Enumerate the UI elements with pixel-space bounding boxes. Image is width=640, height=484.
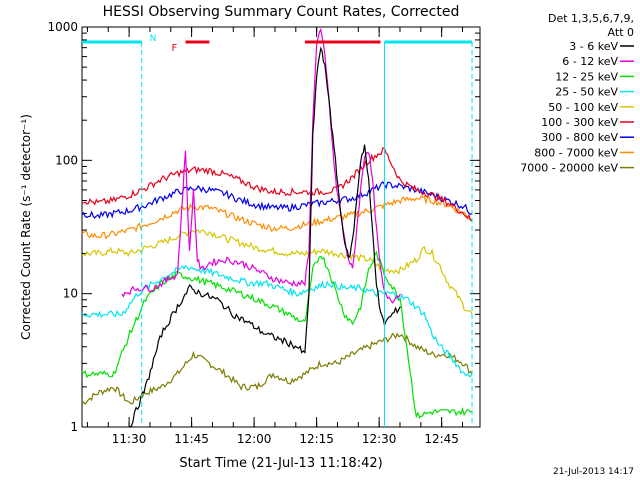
legend-label: 12 - 25 keV: [555, 70, 618, 83]
legend-label: 300 - 800 keV: [541, 131, 618, 144]
series-line-50to100keV: [81, 229, 473, 315]
legend-label: 6 - 12 keV: [562, 55, 618, 68]
series-line-300to800keV: [81, 180, 473, 220]
series-line-3to6keV: [129, 46, 401, 428]
series-layer: [81, 27, 473, 428]
plot-frame: [81, 26, 481, 428]
y-tick-label: 10: [63, 287, 78, 301]
legend-label: 7000 - 20000 keV: [520, 162, 618, 175]
series-line-100to300keV: [81, 147, 473, 222]
series-line-7000to20000keV: [81, 332, 473, 405]
chart-title: HESSI Observing Summary Count Rates, Cor…: [103, 4, 460, 20]
x-tick-label: 12:00: [237, 432, 272, 446]
footer-date: 21-Jul-2013 14:17: [553, 467, 634, 477]
x-tick-label: 12:45: [424, 432, 459, 446]
series-line-800to7000keV: [81, 194, 473, 240]
x-tick-label: 11:30: [112, 432, 147, 446]
flag-label-n: N: [150, 34, 157, 44]
x-axis-label: Start Time (21-Jul-13 11:18:42): [179, 456, 382, 471]
legend-title-line-1: Det 1,3,5,6,7,9,: [548, 12, 634, 25]
legend-label: 25 - 50 keV: [555, 86, 618, 99]
y-tick-label: 1000: [47, 20, 78, 34]
flag-label-f: F: [172, 43, 178, 54]
legend-label: 50 - 100 keV: [548, 101, 618, 114]
y-tick-label: 1: [70, 420, 78, 434]
legend-layer: 3 - 6 keV 6 - 12 keV 12 - 25 keV 25 - 50 ke…: [520, 40, 634, 175]
x-tick-label: 12:30: [362, 432, 397, 446]
flags-layer: NF: [82, 34, 473, 427]
legend-label: 3 - 6 keV: [569, 40, 618, 53]
series-line-12to25keV: [81, 250, 473, 419]
y-axis-label: Corrected Count Rate (s⁻¹ detector⁻¹): [19, 114, 33, 340]
series-line-25to50keV: [81, 264, 473, 378]
x-tick-label: 12:15: [299, 432, 334, 446]
grid-layer: 1 10 100 1000 11:30 11:45 12:00 12:15 12:30 12:45: [47, 20, 480, 446]
series-line-6to12keV: [121, 27, 401, 304]
x-tick-label: 11:45: [174, 432, 209, 446]
legend-label: 800 - 7000 keV: [534, 146, 618, 159]
legend-title-line-2: Att 0: [608, 26, 634, 39]
legend-label: 100 - 300 keV: [541, 116, 618, 129]
y-tick-label: 100: [55, 153, 78, 167]
